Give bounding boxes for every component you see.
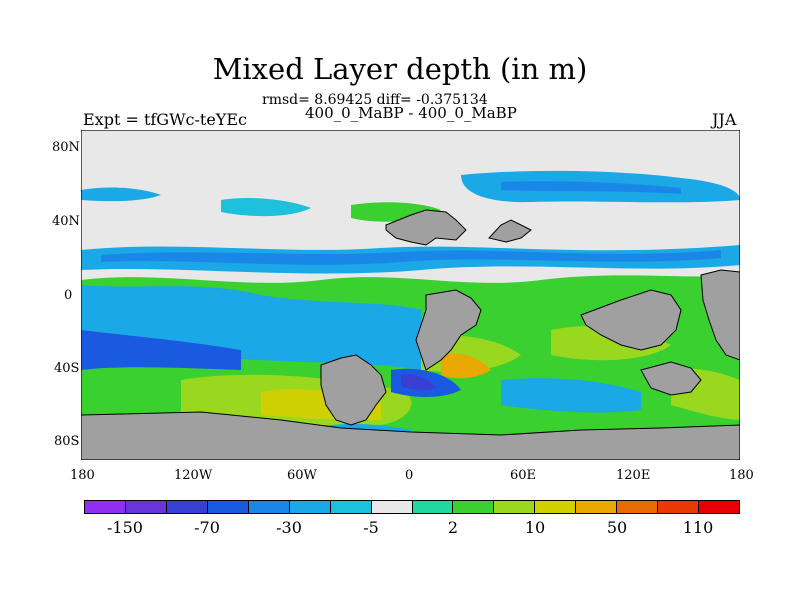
colorbar-label: -5 <box>363 518 379 537</box>
land-masses <box>81 209 740 460</box>
colorbar <box>84 500 740 514</box>
colorbar-swatch <box>658 501 700 513</box>
land-africa <box>415 289 482 371</box>
season-label: JJA <box>712 110 737 129</box>
colorbar-label: -30 <box>276 518 302 537</box>
colorbar-swatch <box>412 501 454 513</box>
colorbar-swatch <box>289 501 331 513</box>
land-asia-block <box>580 289 682 351</box>
colorbar-swatch <box>576 501 618 513</box>
y-tick-0: 0 <box>64 288 73 303</box>
y-tick-40s: 40S <box>54 361 80 376</box>
x-tick-120e: 120E <box>616 468 651 483</box>
land-south-america <box>320 354 387 426</box>
x-tick-120w: 120W <box>174 468 213 483</box>
colorbar-swatch <box>248 501 290 513</box>
colorbar-label: 50 <box>606 518 628 537</box>
land-small-block <box>488 219 532 243</box>
land-eurasia-fragment <box>385 209 467 246</box>
y-tick-80s: 80S <box>54 434 80 449</box>
colorbar-swatch <box>617 501 659 513</box>
land-australia <box>640 361 702 396</box>
stats-text: rmsd= 8.69425 diff= -0.375134 <box>262 92 488 108</box>
colorbar-swatch <box>85 501 126 513</box>
y-tick-40n: 40N <box>52 214 80 229</box>
colorbar-label: 110 <box>682 518 714 537</box>
x-tick-180w: 180 <box>70 468 95 483</box>
colorbar-swatch <box>699 501 739 513</box>
experiment-label: Expt = tfGWc-teYEc <box>83 110 247 129</box>
x-tick-60w: 60W <box>287 468 317 483</box>
anomaly-field <box>81 170 740 460</box>
land-antarctica <box>81 411 740 460</box>
colorbar-swatch <box>535 501 577 513</box>
colorbar-label: 10 <box>524 518 546 537</box>
plot-title: Mixed Layer depth (in m) <box>212 52 588 86</box>
colorbar-label: -70 <box>194 518 220 537</box>
colorbar-swatch <box>330 501 372 513</box>
colorbar-swatch <box>494 501 536 513</box>
colorbar-swatch <box>166 501 208 513</box>
colorbar-swatch <box>371 501 413 513</box>
x-tick-180e: 180 <box>729 468 754 483</box>
land-east-block <box>700 269 740 361</box>
colorbar-label: -150 <box>107 518 143 537</box>
map-plot <box>81 130 740 460</box>
colorbar-label: 2 <box>447 518 459 537</box>
colorbar-swatch <box>453 501 495 513</box>
y-tick-80n: 80N <box>52 140 80 155</box>
colorbar-swatch <box>125 501 167 513</box>
colorbar-swatch <box>207 501 249 513</box>
comparison-label: 400_0_MaBP - 400_0_MaBP <box>305 104 517 122</box>
x-tick-60e: 60E <box>510 468 537 483</box>
map-panel <box>81 130 740 460</box>
x-tick-0: 0 <box>405 468 414 483</box>
